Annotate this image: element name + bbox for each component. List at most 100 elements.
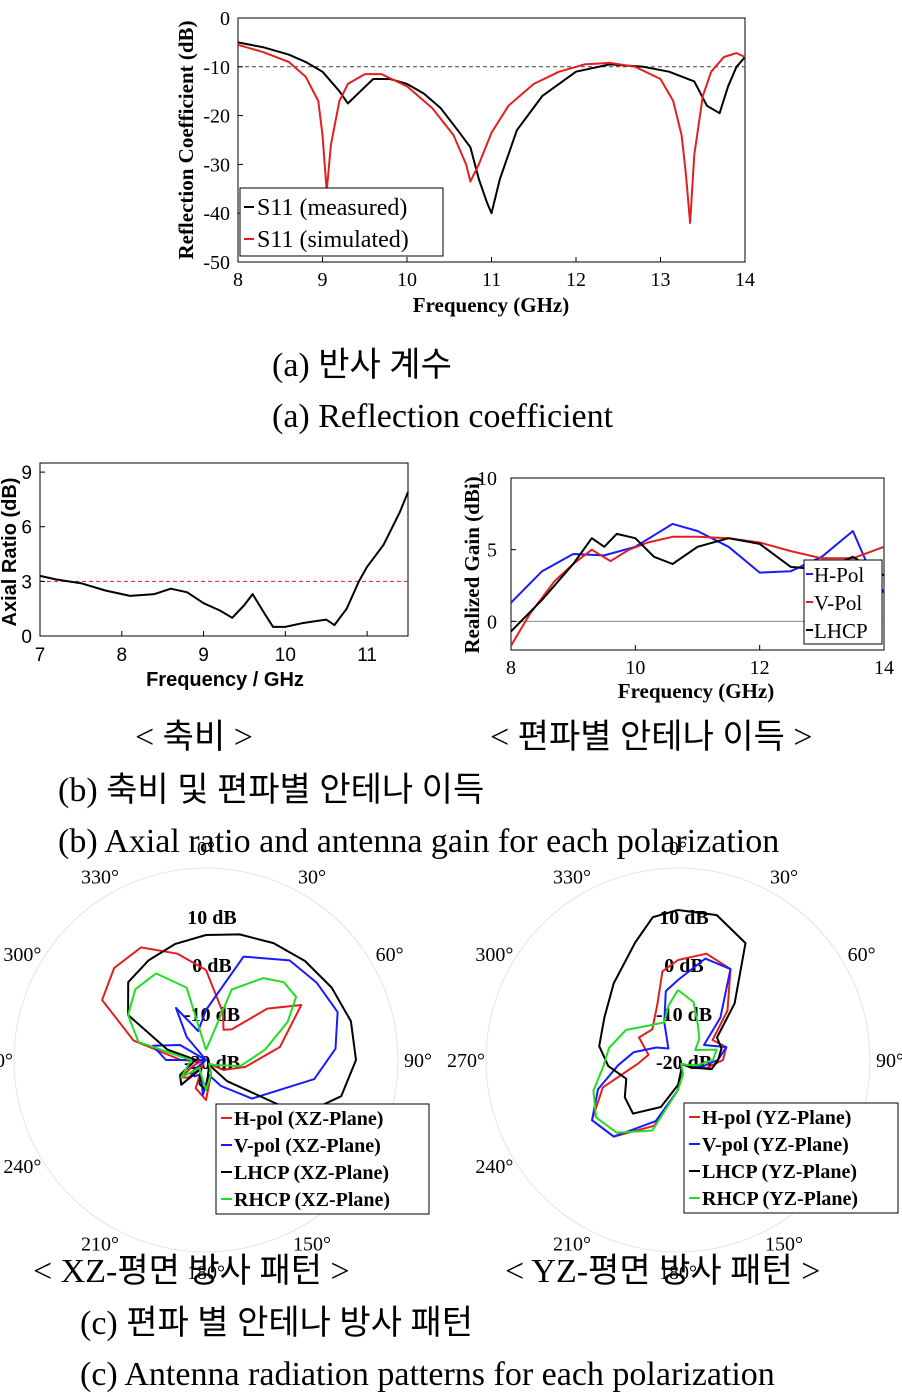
- s11-ytick-label: -30: [203, 154, 230, 176]
- caption-c-ko: (c) 편파 별 안테나 방사 패턴: [80, 1305, 474, 1342]
- yz_pattern-ring-label: 0 dB: [664, 955, 703, 977]
- s11-legend-simulated: S11 (simulated): [257, 227, 409, 253]
- yz_pattern-angle-label: 180°: [659, 1262, 697, 1284]
- caption-a-ko: (a) 반사 계수: [272, 347, 452, 384]
- s11-ytick-label: -20: [203, 106, 230, 128]
- xz_pattern-angle-label: 300°: [3, 944, 41, 966]
- yz_pattern-series-lhcp-yz-plane: [598, 909, 747, 1115]
- realized_gain-series-h-pol: [510, 522, 885, 604]
- caption-c-right-sub: < YZ-평면 방사 패턴 >: [505, 1253, 821, 1290]
- s11-ytick-label: 0: [220, 8, 230, 30]
- realized_gain-ytick-label: 10: [477, 468, 497, 490]
- yz_pattern-angle-label: 210°: [553, 1234, 591, 1256]
- xz_pattern-angle-label: 210°: [81, 1234, 119, 1256]
- yz-legend-rhcp: RHCP (YZ-Plane): [702, 1188, 858, 1210]
- axial_ratio-xtick-label: 10: [275, 645, 296, 666]
- axial_ratio-xtick-label: 9: [198, 645, 209, 666]
- caption-c-en: (c) Antenna radiation patterns for each …: [80, 1356, 775, 1393]
- xz_pattern-ring-label: 0 dB: [192, 955, 231, 977]
- s11-xtick-label: 14: [735, 269, 755, 291]
- yz_pattern-angle-label: 240°: [475, 1156, 513, 1178]
- gain-legend-hpol: H-Pol: [814, 563, 864, 587]
- axial-ratio-chart: 7 8 9 10 11 0 3 6 9 Frequency / GHz Axial Ratio …: [0, 462, 409, 691]
- yz-legend-lhcp: LHCP (YZ-Plane): [702, 1161, 857, 1183]
- s11-ylabel: Reflection Coefficient (dB): [174, 20, 198, 259]
- xz_pattern-angle-label: 0°: [197, 838, 215, 860]
- caption-b-left-sub: < 축비 >: [135, 719, 253, 756]
- yz_pattern-angle-label: 330°: [553, 866, 591, 888]
- yz_pattern-angle-label: 150°: [765, 1234, 803, 1256]
- yz_pattern-angle-label: 300°: [475, 944, 513, 966]
- axial_ratio-xtick-label: 8: [116, 645, 127, 666]
- s11-legend-measured: S11 (measured): [257, 195, 407, 221]
- realized_gain-xtick-label: 14: [874, 657, 894, 679]
- realized_gain-xtick-label: 12: [750, 657, 770, 679]
- xz_pattern-series-h-pol-xz-plane: [101, 946, 303, 1101]
- caption-c-left-sub: < XZ-평면 방사 패턴 >: [33, 1253, 350, 1290]
- gain-xlabel: Frequency (GHz): [618, 679, 775, 703]
- s11-xtick-label: 12: [566, 269, 586, 291]
- yz_pattern-grid-circle: [485, 867, 871, 1253]
- yz_pattern-series-rhcp-yz-plane: [592, 989, 718, 1134]
- s11-chart: 8 9 10 11 12 13 14 0 -10 -20 -30 -40 -50 Frequency (…: [174, 8, 755, 317]
- ar-xlabel: Frequency / GHz: [146, 669, 304, 691]
- xz_pattern-angle-label: 270°: [0, 1050, 13, 1072]
- xz_pattern-angle-label: 150°: [293, 1234, 331, 1256]
- axial_ratio-series-axial-ratio: [39, 491, 409, 628]
- ar-ylabel: Axial Ratio (dB): [0, 478, 21, 627]
- yz_pattern-angle-label: 0°: [669, 838, 687, 860]
- realized_gain-xtick-label: 8: [506, 657, 516, 679]
- realized-gain-chart: 8 10 12 14 0 5 10 Frequency (GHz) Realized Gai…: [460, 468, 894, 703]
- s11-ytick-label: -50: [203, 252, 230, 274]
- xz_pattern-angle-label: 90°: [404, 1050, 432, 1072]
- gain-legend: H-Pol V-Pol LHCP: [803, 559, 883, 645]
- xz_pattern-angle-label: 60°: [376, 944, 404, 966]
- yz_pattern-angle-label: 90°: [876, 1050, 902, 1072]
- xz-legend-vpol: V-pol (XZ-Plane): [234, 1135, 381, 1157]
- s11-xlabel: Frequency (GHz): [413, 293, 570, 317]
- xz_pattern-angle-label: 30°: [298, 866, 326, 888]
- realized_gain-series-v-pol: [510, 535, 885, 647]
- xz_pattern-series-lhcp-xz-plane: [127, 933, 357, 1116]
- s11-xtick-label: 9: [318, 269, 328, 291]
- caption-a-en: (a) Reflection coefficient: [272, 398, 614, 435]
- gain-ylabel: Realized Gain (dBi): [460, 476, 484, 653]
- xz-legend: H-pol (XZ-Plane) V-pol (XZ-Plane) LHCP (…: [215, 1103, 430, 1215]
- xz-legend-rhcp: RHCP (XZ-Plane): [234, 1189, 390, 1211]
- yz_pattern-angle-label: 30°: [770, 866, 798, 888]
- axial_ratio-xtick-label: 7: [35, 645, 46, 666]
- realized_gain-xtick-label: 10: [625, 657, 645, 679]
- s11-ytick-label: -10: [203, 57, 230, 79]
- s11-xtick-label: 10: [397, 269, 417, 291]
- xz-legend-hpol: H-pol (XZ-Plane): [234, 1108, 383, 1130]
- realized_gain-ytick-label: 5: [487, 540, 497, 562]
- realized_gain-ytick-label: 0: [487, 611, 497, 633]
- yz-legend-vpol: V-pol (YZ-Plane): [702, 1134, 849, 1156]
- s11-ytick-label: -40: [203, 203, 230, 225]
- xz_pattern-series-rhcp-xz-plane: [127, 972, 298, 1091]
- s11-xtick-label: 11: [482, 269, 501, 291]
- yz_pattern-angle-label: 60°: [848, 944, 876, 966]
- s11-series-s11-measured: [237, 41, 746, 215]
- s11-series-s11-simulated: [237, 43, 746, 224]
- axial_ratio-ytick-label: 0: [21, 627, 32, 648]
- xz_pattern-angle-label: 330°: [81, 866, 119, 888]
- realized_gain-plot-frame: [510, 477, 885, 651]
- axial_ratio-xtick-label: 11: [357, 645, 377, 666]
- caption-b-en: (b) Axial ratio and antenna gain for eac…: [58, 823, 780, 860]
- xz_pattern-ring-label: 10 dB: [187, 907, 236, 929]
- axial_ratio-ytick-label: 6: [21, 518, 32, 539]
- caption-b-ko: (b) 축비 및 편파별 안테나 이득: [58, 772, 485, 809]
- yz-legend: H-pol (YZ-Plane) V-pol (YZ-Plane) LHCP (…: [683, 1102, 899, 1214]
- axial_ratio-ytick-label: 9: [21, 463, 32, 484]
- xz-legend-lhcp: LHCP (XZ-Plane): [234, 1162, 389, 1184]
- yz-legend-hpol: H-pol (YZ-Plane): [702, 1107, 851, 1129]
- s11-xtick-label: 13: [651, 269, 671, 291]
- xz_pattern-series-v-pol-xz-plane: [151, 955, 339, 1100]
- xz_pattern-angle-label: 180°: [187, 1262, 225, 1284]
- s11-xtick-label: 8: [233, 269, 243, 291]
- xz_pattern-grid-circle: [13, 867, 399, 1253]
- xz_pattern-angle-label: 240°: [3, 1156, 41, 1178]
- xz_pattern-ring-label: -10 dB: [184, 1004, 240, 1026]
